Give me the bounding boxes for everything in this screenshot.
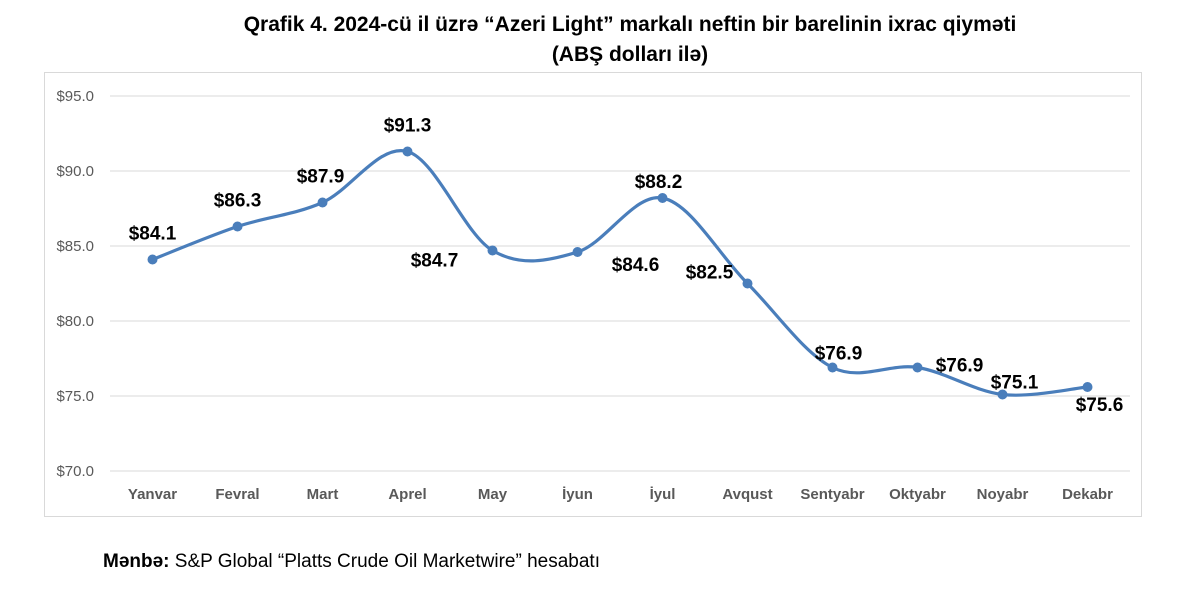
data-point xyxy=(997,389,1008,400)
x-tick-label: Sentyabr xyxy=(800,486,864,503)
source-note: Mənbə: S&P Global “Platts Crude Oil Mark… xyxy=(103,551,600,573)
data-label: $88.2 xyxy=(635,172,683,193)
data-point xyxy=(317,197,328,208)
source-text: S&P Global “Platts Crude Oil Marketwire”… xyxy=(169,551,600,572)
data-point xyxy=(487,245,498,256)
y-tick-label: $85.0 xyxy=(56,238,94,255)
data-label: $75.6 xyxy=(1076,395,1124,416)
x-tick-label: Yanvar xyxy=(128,486,177,503)
y-tick-label: $75.0 xyxy=(56,388,94,405)
data-points xyxy=(147,146,1093,400)
y-axis-tick-labels: $70.0 $75.0 $80.0 $85.0 $90.0 $95.0 xyxy=(56,88,94,480)
data-label: $84.6 xyxy=(612,255,660,276)
x-tick-label: Avqust xyxy=(722,486,772,503)
chart-title-line2: (ABŞ dolları ilə) xyxy=(551,43,709,66)
data-point xyxy=(827,362,838,373)
data-point xyxy=(657,193,668,203)
y-tick-label: $70.0 xyxy=(56,463,94,480)
x-tick-label: Oktyabr xyxy=(889,486,946,503)
data-labels: $84.1 $86.3 $87.9 $91.3 $84.7 $84.6 $88.2 $82.5… xyxy=(129,116,1124,417)
data-label: $82.5 xyxy=(686,263,734,284)
data-point xyxy=(232,221,243,232)
data-label: $76.9 xyxy=(936,356,984,377)
x-tick-label: Noyabr xyxy=(977,486,1029,503)
x-tick-label: Mart xyxy=(307,486,339,503)
x-tick-label: Aprel xyxy=(388,486,426,503)
data-point xyxy=(742,278,753,289)
grid-lines xyxy=(110,95,1130,472)
y-tick-label: $90.0 xyxy=(56,163,94,180)
source-label: Mənbə: xyxy=(103,551,170,572)
chart-title: Qrafik 4. 2024-cü il üzrə “Azeri Light” … xyxy=(90,10,1170,70)
y-tick-label: $95.0 xyxy=(56,88,94,105)
x-tick-label: İyun xyxy=(562,486,593,503)
data-point xyxy=(572,247,583,257)
data-point xyxy=(147,254,158,265)
data-label: $87.9 xyxy=(297,167,345,188)
data-label: $76.9 xyxy=(815,344,863,365)
data-label: $84.7 xyxy=(411,251,459,272)
data-point xyxy=(912,362,923,373)
chart-title-line1: Qrafik 4. 2024-cü il üzrə “Azeri Light” … xyxy=(243,13,1017,36)
chart-area-border xyxy=(44,72,1142,517)
x-tick-label: Dekabr xyxy=(1062,486,1113,503)
x-axis-tick-labels: Yanvar Fevral Mart Aprel May İyun İyul Avqust Se… xyxy=(128,486,1113,503)
data-label: $75.1 xyxy=(991,373,1039,394)
data-label: $91.3 xyxy=(384,116,432,137)
x-tick-label: Fevral xyxy=(215,486,259,503)
data-point xyxy=(1082,382,1093,392)
data-point xyxy=(402,146,413,157)
data-label: $84.1 xyxy=(129,224,177,245)
x-tick-label: May xyxy=(478,486,508,503)
x-tick-label: İyul xyxy=(650,486,676,503)
data-label: $86.3 xyxy=(214,191,262,212)
y-tick-label: $80.0 xyxy=(56,313,94,330)
